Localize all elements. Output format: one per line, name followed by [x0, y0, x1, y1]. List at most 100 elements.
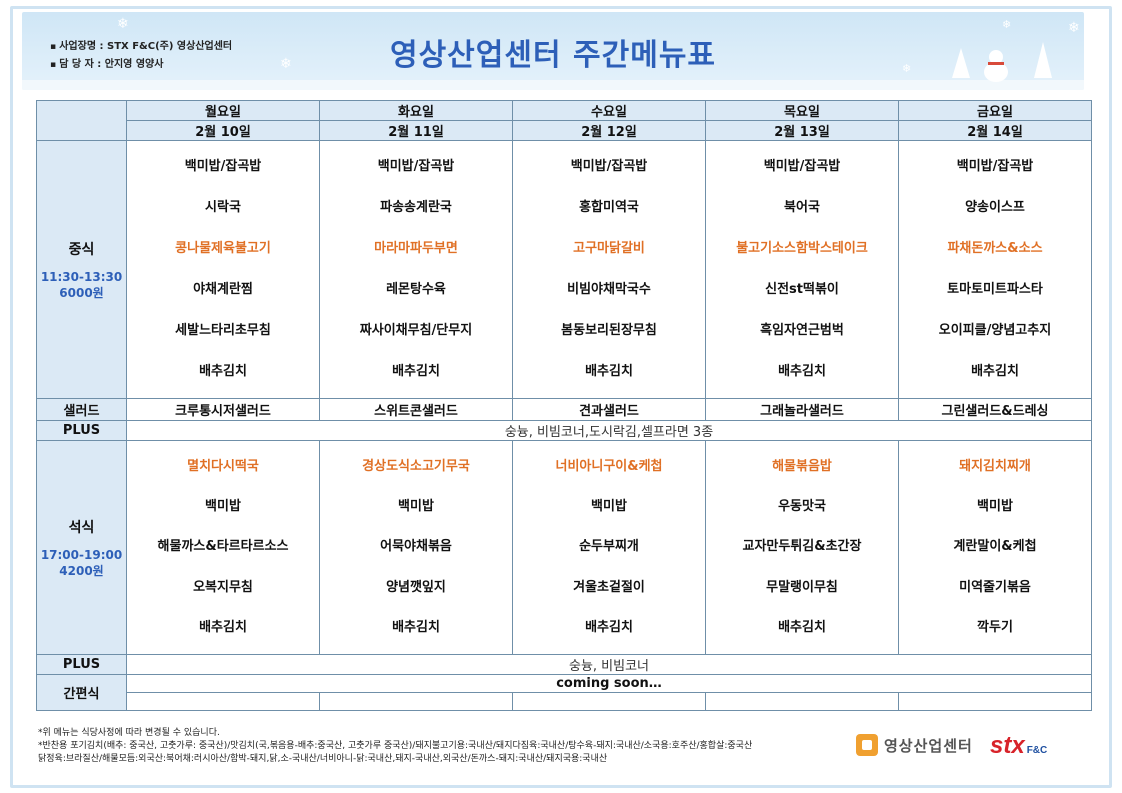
lunch-menu-item: 북어국 — [784, 200, 820, 216]
lunch-menu-item: 세발느타리초무침 — [175, 322, 271, 338]
stx-logo-sub: F&C — [1026, 745, 1048, 756]
salad-item: 견과샐러드 — [512, 398, 706, 421]
lunch-day-cell: 백미밥/잡곡밥 시락국 콩나물제육불고기 야채계란찜 세발느타리초무침 배추김치 — [126, 140, 320, 399]
lunch-menu-item: 토마토미트파스타 — [947, 281, 1043, 297]
dinner-menu-item: 배추김치 — [778, 619, 826, 635]
day-date: 2월 10일 — [126, 120, 320, 141]
dinner-menu-item: 배추김치 — [392, 619, 440, 635]
blank-cell — [898, 692, 1092, 711]
lunch-menu-item: 백미밥/잡곡밥 — [956, 159, 1034, 175]
blank-cell — [705, 692, 899, 711]
lunch-menu-item: 백미밥/잡곡밥 — [184, 159, 262, 175]
blank-cell — [319, 692, 513, 711]
lunch-menu-item: 백미밥/잡곡밥 — [570, 159, 648, 175]
day-date: 2월 14일 — [898, 120, 1092, 141]
snack-row: 간편식 coming soon… — [36, 674, 1092, 711]
day-date: 2월 11일 — [319, 120, 513, 141]
manager-name: 담 당 자 : 안지영 영양사 — [50, 56, 232, 74]
dinner-menu-item: 백미밥 — [398, 499, 434, 515]
lunch-label: 중식 — [68, 241, 95, 258]
plus-lunch-text: 숭늉, 비빔코너,도시락김,셀프라면 3종 — [126, 420, 1092, 441]
dinner-menu-item: 배추김치 — [585, 619, 633, 635]
lunch-menu-item: 시락국 — [205, 200, 241, 216]
lunch-day-cell: 백미밥/잡곡밥 북어국 불고기소스함박스테이크 신전st떡볶이 흑임자연근범벅 배추김치 — [705, 140, 899, 399]
lunch-menu-item: 배추김치 — [778, 363, 826, 379]
plus-label: PLUS — [36, 654, 127, 675]
salad-row: 샐러드 크루통시저샐러드 스위트콘샐러드 견과샐러드 그래놀라샐러드 그린샐러드… — [36, 398, 1092, 421]
lunch-menu-item: 흑임자연근범벅 — [760, 322, 844, 338]
dinner-menu-item: 멸치다시떡국 — [187, 459, 259, 475]
dinner-menu-item: 무말랭이무침 — [766, 579, 838, 595]
plus-lunch-row: PLUS 숭늉, 비빔코너,도시락김,셀프라면 3종 — [36, 420, 1092, 441]
dinner-menu-item: 해물볶음밥 — [772, 459, 832, 475]
snack-blank-row — [37, 692, 1092, 711]
snowflake-icon: ❄ — [280, 56, 292, 72]
header-info: 사업장명 : STX F&C(주) 영상산업센터 담 당 자 : 안지영 영양사 — [50, 38, 232, 74]
snowflake-icon: ❄ — [1068, 20, 1080, 36]
lunch-menu-item: 파채돈까스&소스 — [947, 241, 1043, 257]
day-date: 2월 13일 — [705, 120, 899, 141]
dinner-day-cell: 멸치다시떡국 백미밥 해물까스&타르타르소스 오복지무침 배추김치 — [126, 440, 320, 655]
center-logo-text: 영상산업센터 — [884, 736, 973, 755]
salad-label: 샐러드 — [36, 398, 127, 421]
dinner-day-cell: 돼지김치찌개 백미밥 계란말이&케첩 미역줄기볶음 깍두기 — [898, 440, 1092, 655]
day-header-row: 월요일 화요일 수요일 목요일 금요일 — [36, 100, 1092, 141]
dinner-menu-item: 양념깻잎지 — [386, 579, 446, 595]
dinner-day-cell: 경상도식소고기무국 백미밥 어묵야채볶음 양념깻잎지 배추김치 — [319, 440, 513, 655]
day-date: 2월 12일 — [512, 120, 706, 141]
snowflake-icon: ❄ — [902, 62, 912, 75]
dinner-label-cell: 석식 17:00-19:00 4200원 — [36, 440, 127, 655]
lunch-menu-item: 봄동보리된장무침 — [561, 322, 657, 338]
lunch-menu-item: 배추김치 — [971, 363, 1019, 379]
center-logo: 영상산업센터 — [856, 734, 973, 756]
footnote-line: *위 메뉴는 식당사정에 따라 변경될 수 있습니다. — [38, 728, 220, 738]
lunch-menu-item: 양송이스프 — [965, 200, 1025, 216]
lunch-row: 중식 11:30-13:30 6000원 백미밥/잡곡밥 시락국 콩나물제육불고기 야… — [36, 140, 1092, 399]
page-title: 영상산업센터 주간메뉴표 — [389, 38, 717, 73]
lunch-time: 11:30-13:30 — [40, 269, 123, 284]
day-name: 수요일 — [512, 100, 706, 121]
dinner-label: 석식 — [68, 519, 95, 536]
dinner-menu-item: 순두부찌개 — [579, 539, 639, 555]
lunch-menu-item: 오이피클/양념고추지 — [938, 322, 1052, 338]
footnote-line: *반찬용 포기김치(배추: 중국산, 고춧가루: 중국산)/맛김치(국,볶음용-… — [38, 741, 753, 751]
day-name: 월요일 — [126, 100, 320, 121]
snack-text: coming soon… — [126, 674, 1092, 693]
dinner-menu-item: 겨울초겉절이 — [573, 579, 645, 595]
snowflake-icon: ❄ — [1002, 18, 1012, 31]
snowman-icon — [984, 50, 1008, 84]
lunch-menu-item: 신전st떡볶이 — [765, 281, 839, 297]
dinner-menu-item: 교자만두튀김&초간장 — [742, 539, 862, 555]
lunch-menu-item: 백미밥/잡곡밥 — [377, 159, 455, 175]
dinner-menu-item: 미역줄기볶음 — [959, 579, 1031, 595]
stx-logo-text: stx — [990, 732, 1025, 759]
plus-label: PLUS — [36, 420, 127, 441]
dinner-time: 17:00-19:00 — [40, 547, 123, 562]
date-header-row: 2월 10일 2월 11일 2월 12일 2월 13일 2월 14일 — [37, 120, 1092, 141]
corner-cell — [36, 100, 127, 141]
dinner-day-cell: 너비아니구이&케첩 백미밥 순두부찌개 겨울초겉절이 배추김치 — [512, 440, 706, 655]
blank-cell — [512, 692, 706, 711]
snowflake-icon: ❄ — [117, 16, 129, 32]
dinner-menu-item: 백미밥 — [591, 499, 627, 515]
salad-item: 그래놀라샐러드 — [705, 398, 899, 421]
lunch-menu-item: 짜사이채무침/단무지 — [359, 322, 473, 338]
lunch-day-cell: 백미밥/잡곡밥 홍합미역국 고구마닭갈비 비빔야채막국수 봄동보리된장무침 배추김치 — [512, 140, 706, 399]
lunch-menu-item: 마라마파두부면 — [374, 241, 458, 257]
day-name: 화요일 — [319, 100, 513, 121]
dinner-menu-item: 계란말이&케첩 — [953, 539, 1037, 555]
dinner-menu-item: 우동맛국 — [778, 499, 826, 515]
lunch-menu-item: 콩나물제육불고기 — [175, 241, 271, 257]
lunch-menu-item: 레몬탕수육 — [386, 281, 446, 297]
footnotes: *위 메뉴는 식당사정에 따라 변경될 수 있습니다. *반찬용 포기김치(배추… — [38, 727, 858, 766]
dinner-menu-item: 오복지무침 — [193, 579, 253, 595]
lunch-menu-item: 배추김치 — [199, 363, 247, 379]
lunch-menu-item: 불고기소스함박스테이크 — [736, 241, 868, 257]
blank-cell — [126, 692, 320, 711]
salad-item: 스위트콘샐러드 — [319, 398, 513, 421]
day-name: 목요일 — [705, 100, 899, 121]
plus-dinner-row: PLUS 숭늉, 비빔코너 — [36, 654, 1092, 675]
plus-dinner-text: 숭늉, 비빔코너 — [126, 654, 1092, 675]
stx-logo: stx F&C — [990, 732, 1047, 760]
